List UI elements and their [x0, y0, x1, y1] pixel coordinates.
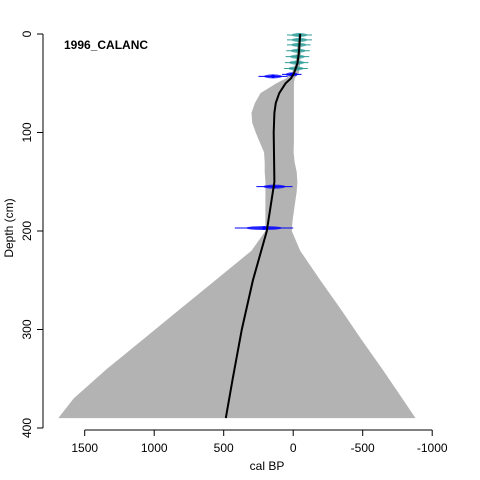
x-tick-label-5: -1000 — [417, 441, 448, 455]
x-tick-label-1: 1000 — [141, 441, 168, 455]
x-tick-label-0: 1500 — [71, 441, 98, 455]
date-point-8 — [271, 74, 275, 79]
x-tick-label-4: -500 — [351, 441, 375, 455]
y-tick-label-4: 400 — [20, 418, 34, 438]
axes: 1500 1000 500 0 -500 -1000 0 100 200 300 400 — [20, 30, 448, 455]
y-tick-label-1: 100 — [20, 122, 34, 142]
y-tick-label-2: 200 — [20, 221, 34, 241]
y-axis-label: Depth (cm) — [2, 198, 16, 257]
x-axis-label: cal BP — [250, 459, 285, 473]
y-tick-label-3: 300 — [20, 319, 34, 339]
median-age-line — [224, 33, 302, 419]
plot-area — [58, 32, 416, 419]
date-point-10 — [262, 226, 266, 230]
x-tick-label-3: 0 — [290, 441, 297, 455]
chart-title: 1996_CALANC — [64, 38, 148, 52]
x-tick-label-2: 500 — [214, 441, 234, 455]
y-tick-label-0: 0 — [20, 30, 34, 37]
uncertainty-envelope — [58, 34, 416, 419]
